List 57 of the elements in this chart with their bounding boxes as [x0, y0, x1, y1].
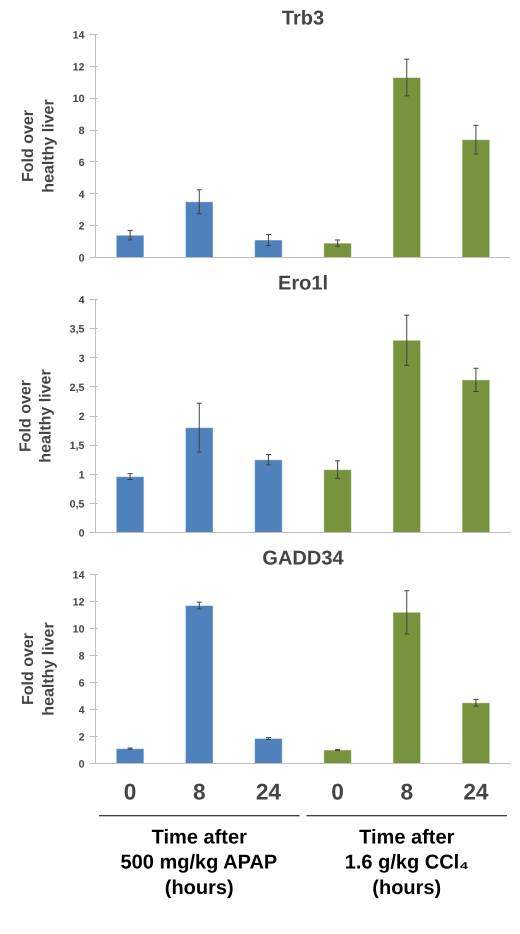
y-tick-label: 0	[78, 252, 85, 264]
bar	[184, 605, 214, 764]
y-tick-label: 12	[72, 61, 85, 74]
y-tick-label: 10	[72, 93, 85, 106]
y-tick-label: 2	[78, 411, 85, 423]
chart-title: GADD34	[262, 548, 344, 570]
y-tick-label: 2	[78, 732, 85, 744]
x-tick-label: 0	[124, 778, 136, 804]
y-tick-label: 6	[78, 678, 85, 690]
y-tick-label: 1	[78, 469, 85, 482]
y-axis-title: Fold over healthy liver	[17, 369, 55, 463]
y-tick-label: 0	[78, 528, 85, 540]
y-tick-label: 8	[78, 650, 85, 662]
bar	[116, 476, 144, 532]
y-tick-label: 8	[78, 125, 85, 138]
bar	[462, 379, 490, 532]
bar	[323, 469, 352, 532]
text: Time after 500 mg/kg APAP (hours)	[120, 826, 278, 899]
chart-title: Ero1l	[278, 272, 328, 294]
y-tick-label: 14	[72, 570, 85, 582]
y-tick-label: 2	[78, 220, 85, 233]
y-tick-label: 4	[78, 294, 85, 306]
bar	[392, 612, 422, 764]
x-tick-label: 8	[400, 778, 414, 804]
bar	[116, 748, 144, 764]
bar	[323, 242, 352, 258]
x-tick-label: 8	[192, 778, 206, 804]
bar	[254, 459, 283, 532]
chart-title: Trb3	[282, 8, 324, 30]
bar	[254, 239, 283, 258]
y-tick-label: 3	[78, 352, 85, 365]
y-tick-label: 3,5	[70, 324, 85, 336]
y-tick-label: 12	[72, 596, 85, 608]
bar	[392, 77, 422, 258]
y-tick-label: 0	[78, 758, 85, 770]
y-tick-label: 14	[72, 30, 85, 42]
bar	[184, 427, 214, 532]
x-tick-label: 24	[256, 778, 282, 804]
bar	[184, 201, 214, 258]
x-tick-label: 0	[331, 778, 344, 804]
y-tick-label: 6	[78, 156, 85, 169]
y-tick-label: 2,5	[70, 382, 85, 394]
x-tick-label: 24	[463, 778, 489, 804]
y-tick-label: 0,5	[70, 498, 85, 510]
y-tick-label: 10	[72, 624, 85, 636]
bar	[462, 702, 490, 764]
bar	[116, 234, 144, 258]
y-axis-title: Fold over healthy liver	[20, 99, 58, 193]
y-tick-label: 1,5	[70, 440, 85, 452]
y-tick-label: 4	[78, 188, 85, 201]
text: Time after 1.6 g/kg CCl₄ (hours)	[344, 826, 469, 899]
y-tick-label: 4	[78, 704, 85, 716]
bar	[462, 139, 490, 258]
bar	[323, 750, 352, 764]
bar	[254, 738, 283, 764]
y-axis-title: Fold over healthy liver	[20, 622, 58, 716]
bar	[392, 340, 422, 532]
